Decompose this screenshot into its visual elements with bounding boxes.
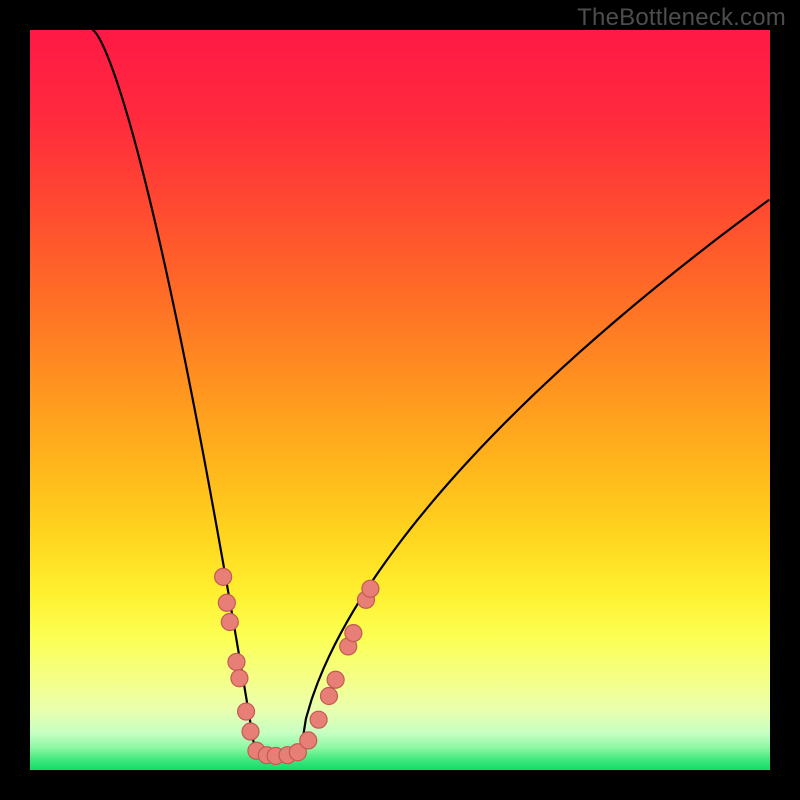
watermark-text: TheBottleneck.com	[577, 4, 786, 32]
chart-frame: TheBottleneck.com	[0, 0, 800, 800]
plot-area	[30, 30, 770, 770]
plot-svg	[30, 30, 770, 770]
